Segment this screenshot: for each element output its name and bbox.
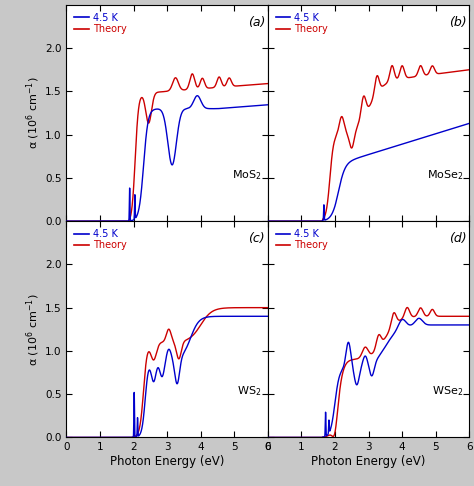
X-axis label: Photon Energy (eV): Photon Energy (eV) xyxy=(110,455,224,468)
Text: (c): (c) xyxy=(247,232,264,245)
Legend: 4.5 K, Theory: 4.5 K, Theory xyxy=(71,10,129,37)
Text: (d): (d) xyxy=(449,232,467,245)
Y-axis label: α (10$^6$ cm$^{-1}$): α (10$^6$ cm$^{-1}$) xyxy=(25,77,42,149)
Text: MoS$_2$: MoS$_2$ xyxy=(232,169,262,182)
Legend: 4.5 K, Theory: 4.5 K, Theory xyxy=(273,10,331,37)
Legend: 4.5 K, Theory: 4.5 K, Theory xyxy=(71,226,129,253)
Text: MoSe$_2$: MoSe$_2$ xyxy=(427,169,463,182)
Text: (a): (a) xyxy=(247,16,265,29)
Text: WSe$_2$: WSe$_2$ xyxy=(432,385,463,399)
Text: WS$_2$: WS$_2$ xyxy=(237,385,262,399)
Y-axis label: α (10$^6$ cm$^{-1}$): α (10$^6$ cm$^{-1}$) xyxy=(25,293,42,365)
Text: (b): (b) xyxy=(449,16,467,29)
X-axis label: Photon Energy (eV): Photon Energy (eV) xyxy=(311,455,426,468)
Legend: 4.5 K, Theory: 4.5 K, Theory xyxy=(273,226,331,253)
